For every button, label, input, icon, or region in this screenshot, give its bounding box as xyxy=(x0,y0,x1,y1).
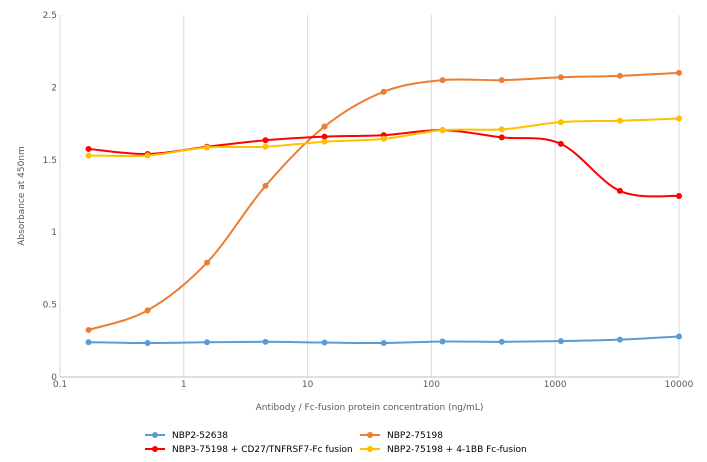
data-point xyxy=(380,88,387,95)
data-point xyxy=(439,338,446,345)
data-point xyxy=(204,144,211,151)
data-point xyxy=(204,259,211,266)
x-tick-label: 0.1 xyxy=(53,380,67,390)
legend-swatch-marker xyxy=(152,432,158,438)
series-1 xyxy=(85,69,682,333)
data-point xyxy=(85,152,92,159)
data-point xyxy=(616,117,623,124)
data-point xyxy=(616,187,623,194)
data-point xyxy=(498,338,505,345)
data-point xyxy=(144,307,151,314)
y-tick-label: 1.5 xyxy=(43,156,57,166)
data-point xyxy=(380,135,387,142)
data-point xyxy=(676,115,682,122)
data-point xyxy=(676,193,682,199)
data-point xyxy=(557,338,564,345)
series-3 xyxy=(85,115,682,159)
data-point xyxy=(85,339,92,346)
data-point xyxy=(498,134,505,141)
y-axis-title: Absorbance at 450nm xyxy=(17,146,27,246)
legend-label: NBP2-75198 xyxy=(387,431,443,441)
legend-label: NBP2-52638 xyxy=(172,431,228,441)
data-point xyxy=(557,140,564,147)
y-tick-label: 0.5 xyxy=(43,301,57,311)
legend-item-2: NBP3-75198 + CD27/TNFRSF7-Fc fusion xyxy=(145,445,353,455)
x-tick-label: 10 xyxy=(302,380,314,390)
legend-item-3: NBP2-75198 + 4-1BB Fc-fusion xyxy=(360,445,527,455)
y-tick-labels: 0 0.5 1 1.5 2 2.5 xyxy=(43,11,58,383)
x-tick-label: 1 xyxy=(181,380,187,390)
grid xyxy=(59,15,680,377)
data-point xyxy=(321,133,328,140)
data-point xyxy=(85,145,92,152)
y-tick-label: 1 xyxy=(51,228,57,238)
x-tick-label: 100 xyxy=(423,380,440,390)
data-point xyxy=(144,339,151,346)
data-point xyxy=(262,143,269,150)
y-tick-label: 2.5 xyxy=(43,11,57,21)
data-point xyxy=(204,339,211,346)
data-point xyxy=(85,326,92,333)
x-tick-labels: 0.1 1 10 100 1000 10000 xyxy=(53,380,694,390)
data-point xyxy=(557,119,564,126)
data-point xyxy=(439,127,446,134)
x-tick-label: 1000 xyxy=(544,380,567,390)
series-line xyxy=(88,71,680,331)
y-tick-label: 0 xyxy=(51,373,57,383)
legend-swatch-marker xyxy=(367,432,373,438)
data-point xyxy=(498,126,505,133)
data-point xyxy=(262,338,269,345)
data-point xyxy=(380,339,387,346)
data-point xyxy=(262,137,269,144)
data-point xyxy=(616,72,623,79)
x-tick-label: 10000 xyxy=(665,380,694,390)
legend-item-1: NBP2-75198 xyxy=(360,431,443,441)
data-point xyxy=(321,138,328,145)
data-point xyxy=(557,74,564,81)
legend-label: NBP3-75198 + CD27/TNFRSF7-Fc fusion xyxy=(172,445,353,455)
data-point xyxy=(676,69,682,76)
y-tick-label: 2 xyxy=(51,83,57,93)
legend-swatch-marker xyxy=(152,446,158,452)
data-point xyxy=(676,333,682,340)
series xyxy=(85,69,682,346)
data-point xyxy=(321,339,328,346)
series-0 xyxy=(85,333,682,346)
data-point xyxy=(439,77,446,84)
legend-swatch-marker xyxy=(367,446,373,452)
data-point xyxy=(144,152,151,159)
legend-item-0: NBP2-52638 xyxy=(145,431,228,441)
legend: NBP2-52638 NBP2-75198 NBP3-75198 + CD27/TN… xyxy=(145,431,527,455)
data-point xyxy=(498,77,505,84)
data-point xyxy=(321,123,328,130)
legend-label: NBP2-75198 + 4-1BB Fc-fusion xyxy=(387,445,527,455)
data-point xyxy=(616,336,623,343)
data-point xyxy=(262,182,269,189)
x-axis-title: Antibody / Fc-fusion protein concentrati… xyxy=(256,403,484,413)
